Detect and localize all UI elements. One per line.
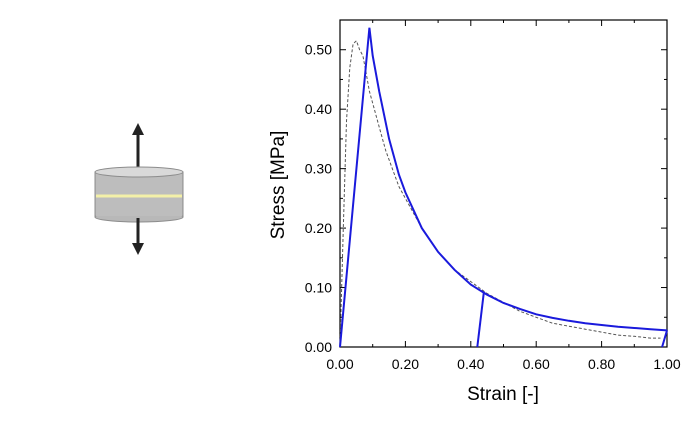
x-tick-label: 0.40 (457, 356, 484, 372)
y-axis-title: Stress [MPa] (268, 131, 289, 240)
y-tick-label: 0.20 (305, 220, 332, 236)
x-tick-label: 0.60 (523, 356, 550, 372)
x-axis-ticks: 0.00 0.20 0.40 0.60 0.80 1.00 (326, 20, 681, 372)
x-axis-title: Strain [-] (467, 384, 539, 405)
x-tick-label: 1.00 (653, 356, 680, 372)
model-curve-1 (339, 27, 668, 348)
down-arrow-icon (132, 218, 144, 255)
y-tick-label: 0.40 (305, 101, 332, 117)
up-arrow-icon (132, 123, 144, 172)
x-tick-label: 0.00 (326, 356, 353, 372)
y-tick-label: 0.50 (305, 42, 332, 58)
specimen-illustration (94, 123, 184, 255)
y-tick-label: 0.30 (305, 161, 332, 177)
plot-frame (339, 19, 668, 348)
y-axis-ticks: 0.00 0.10 0.20 0.30 0.40 0.50 (305, 19, 667, 355)
y-tick-label: 0.00 (305, 339, 332, 355)
series-layer (339, 27, 668, 348)
experimental-curve (339, 39, 661, 348)
model-curve-2 (476, 291, 485, 348)
y-tick-label: 0.10 (305, 280, 332, 296)
cylinder-specimen-icon (94, 166, 184, 223)
model-curve-3 (661, 330, 668, 348)
x-tick-label: 0.20 (392, 356, 419, 372)
x-tick-label: 0.80 (588, 356, 615, 372)
